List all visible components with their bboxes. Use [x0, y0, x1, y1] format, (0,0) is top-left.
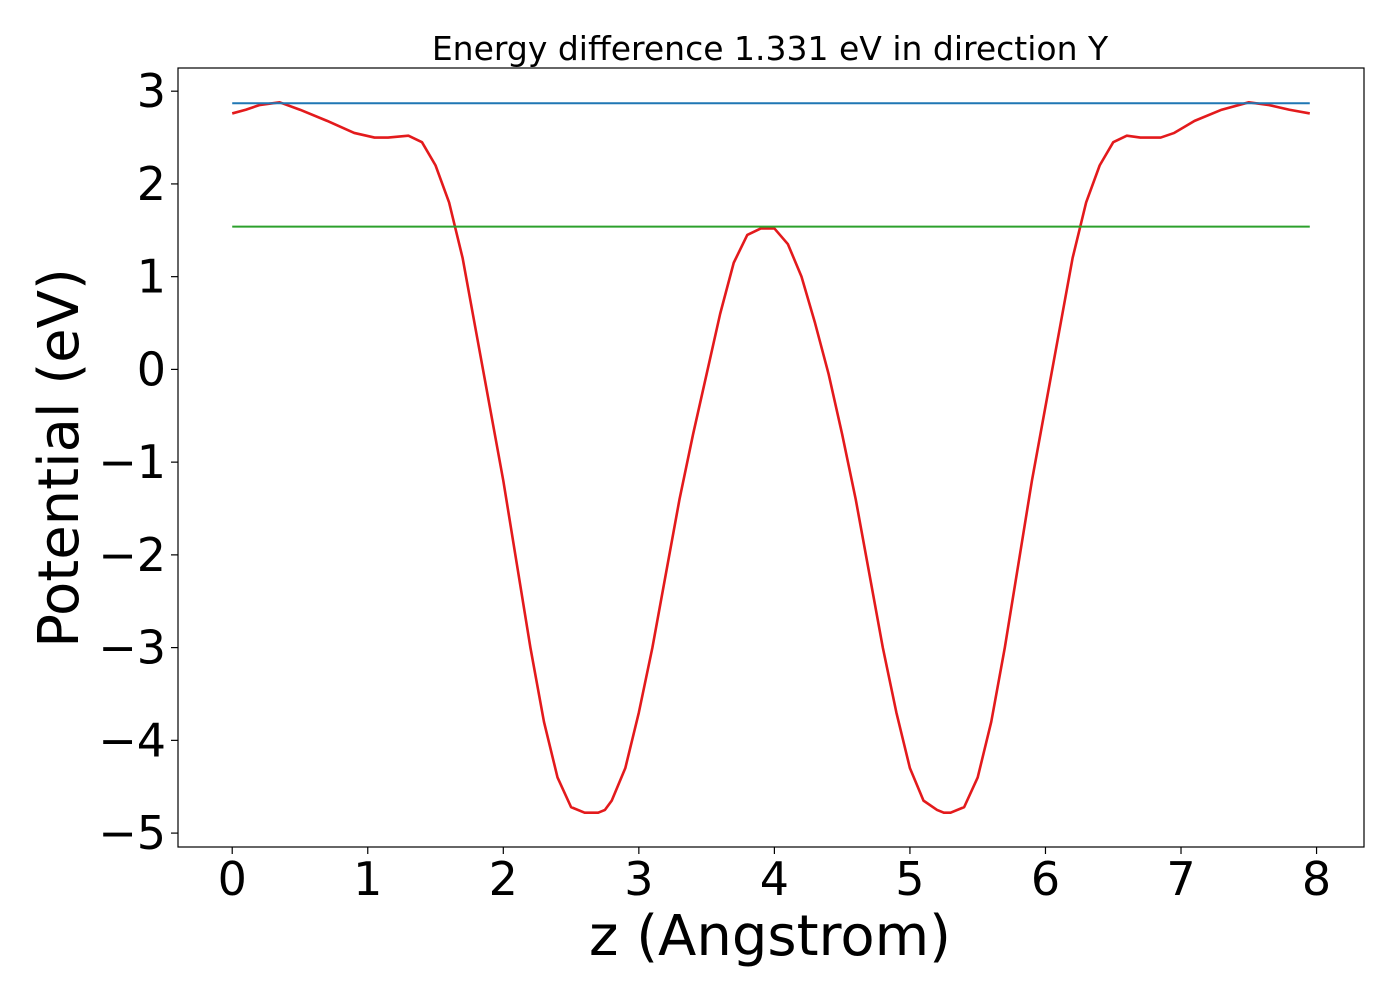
x-tick-label: 8	[1302, 852, 1331, 906]
y-tick-label: 2	[137, 157, 166, 211]
x-tick-label: 4	[760, 852, 789, 906]
x-tick-label: 3	[624, 852, 653, 906]
plot-frame	[177, 67, 1365, 848]
y-tick-label: −4	[98, 713, 166, 767]
y-tick-label: 1	[137, 250, 166, 304]
x-tick-label: 5	[895, 852, 924, 906]
series-layer	[231, 101, 1311, 814]
y-tick-label: 0	[137, 342, 166, 396]
y-tick-label: −2	[98, 528, 166, 582]
x-tick-label: 6	[1031, 852, 1060, 906]
y-axis: −5 −4 −3 −2 −1 0 1 2 3	[98, 64, 178, 860]
y-tick-label: −1	[98, 435, 166, 489]
x-axis-label: z (Angstrom)	[589, 904, 951, 969]
y-axis-label: Potential (eV)	[27, 268, 92, 648]
x-axis: 0 1 2 3 4 5 6 7 8	[218, 847, 1331, 906]
series-line-0	[231, 101, 1311, 814]
y-tick-label: −5	[98, 806, 166, 860]
x-tick-label: 7	[1166, 852, 1195, 906]
x-tick-label: 2	[489, 852, 518, 906]
x-tick-label: 0	[218, 852, 247, 906]
x-tick-label: 1	[353, 852, 382, 906]
y-tick-label: 3	[137, 64, 166, 118]
y-tick-label: −3	[98, 621, 166, 675]
chart-title: Energy difference 1.331 eV in direction …	[432, 29, 1109, 68]
